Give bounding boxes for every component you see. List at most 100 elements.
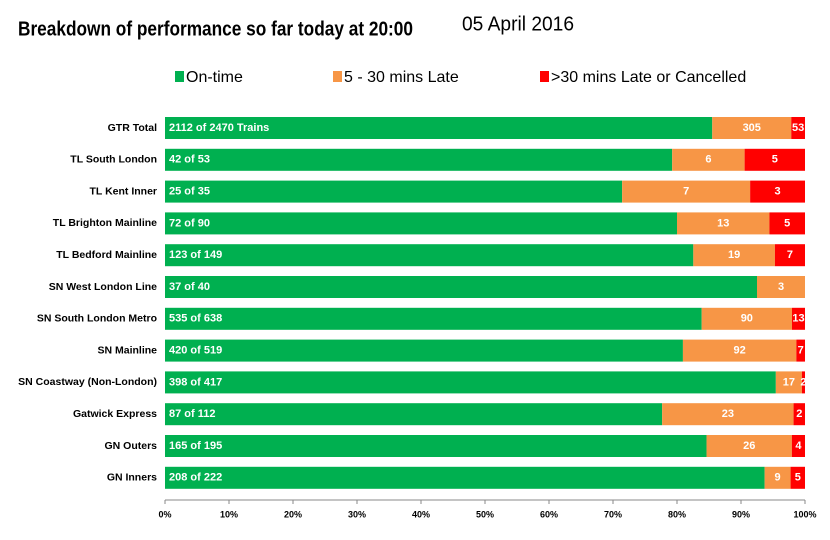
value-label: 6 [705, 154, 711, 166]
value-label: 3 [778, 281, 784, 293]
category-label: SN Coastway (Non-London) [18, 376, 157, 388]
legend-swatch [540, 71, 549, 82]
value-label: 2 [796, 408, 802, 420]
bar-segment [165, 339, 683, 362]
value-label: 5 [795, 472, 801, 484]
value-label: 4 [795, 440, 802, 452]
category-label: SN Mainline [97, 344, 157, 356]
bar-segment [165, 180, 623, 203]
bar-segment [622, 180, 751, 203]
value-label: 37 of 40 [169, 281, 210, 293]
bar-segment [791, 117, 805, 139]
bar-segment [165, 435, 707, 457]
value-label: 123 of 149 [169, 249, 222, 261]
bar-segment [791, 307, 805, 330]
bar-segment [796, 339, 805, 362]
category-label: GN Inners [107, 472, 157, 484]
x-tick-label: 80% [668, 509, 686, 519]
category-label: GTR Total [108, 122, 157, 134]
legend-label: 5 - 30 mins Late [344, 69, 459, 86]
x-tick-label: 70% [604, 509, 622, 519]
value-label: 90 [741, 313, 753, 325]
category-label: TL Kent Inner [90, 185, 157, 197]
bar-segment [750, 180, 805, 203]
bar-segment [165, 148, 673, 171]
value-label: 13 [717, 217, 729, 229]
category-label: SN West London Line [49, 281, 157, 293]
bar-segment [801, 371, 805, 394]
bar-segment [165, 276, 757, 298]
value-label: 26 [743, 440, 755, 452]
value-label: 7 [787, 249, 793, 261]
value-label: 2 [800, 376, 806, 388]
category-label: TL Brighton Mainline [53, 217, 157, 229]
legend-swatch [333, 71, 342, 82]
x-tick-label: 20% [284, 509, 302, 519]
x-tick-label: 100% [793, 509, 816, 519]
bar-segment [744, 148, 805, 171]
category-label: TL South London [70, 154, 157, 166]
value-label: 5 [772, 154, 778, 166]
x-tick-label: 30% [348, 509, 366, 519]
bar-segment [791, 435, 805, 457]
legend-label: On-time [186, 69, 243, 86]
value-label: 87 of 112 [169, 408, 215, 420]
bar-segment [165, 403, 663, 426]
bar-segment [757, 276, 805, 298]
x-tick-label: 40% [412, 509, 430, 519]
bar-segment [672, 148, 745, 171]
bar-segment [790, 466, 805, 489]
category-label: TL Bedford Mainline [56, 249, 157, 261]
bar-segment [712, 117, 792, 139]
x-tick-label: 50% [476, 509, 494, 519]
bar-segment [165, 307, 702, 330]
legend-label: >30 mins Late or Cancelled [551, 69, 746, 86]
chart-title: Breakdown of performance so far today at… [18, 18, 413, 40]
value-label: 9 [775, 472, 781, 484]
category-label: SN South London Metro [37, 313, 157, 325]
value-label: 23 [722, 408, 734, 420]
bar-segment [774, 244, 805, 267]
category-label: GN Outers [104, 440, 157, 452]
value-label: 2112 of 2470 Trains [169, 122, 269, 134]
value-label: 92 [734, 345, 746, 357]
legend-swatch [175, 71, 184, 82]
value-label: 535 of 638 [169, 313, 222, 325]
value-label: 398 of 417 [169, 376, 222, 388]
bar-segment [769, 212, 805, 235]
bar-segment [165, 117, 713, 139]
x-tick-label: 0% [158, 509, 171, 519]
x-tick-label: 10% [220, 509, 238, 519]
bar-segment [677, 212, 770, 235]
bar-segment [165, 371, 776, 394]
value-label: 5 [784, 217, 790, 229]
value-label: 42 of 53 [169, 154, 210, 166]
bar-segment [165, 212, 677, 235]
bar-segment [165, 244, 694, 267]
bar-segment [793, 403, 805, 426]
value-label: 420 of 519 [169, 345, 222, 357]
bar-segment [701, 307, 792, 330]
value-label: 72 of 90 [169, 217, 210, 229]
bar-segment [706, 435, 792, 457]
bar-segment [775, 371, 802, 394]
value-label: 19 [728, 249, 740, 261]
value-label: 7 [683, 186, 689, 198]
value-label: 25 of 35 [169, 186, 210, 198]
bar-segment [662, 403, 794, 426]
value-label: 165 of 195 [169, 440, 222, 452]
value-label: 208 of 222 [169, 472, 222, 484]
x-tick-label: 60% [540, 509, 558, 519]
category-label: Gatwick Express [73, 408, 157, 420]
chart-date: 05 April 2016 [462, 13, 574, 35]
bar-segment [682, 339, 797, 362]
bar-segment [764, 466, 791, 489]
bar-segment [165, 466, 765, 489]
value-label: 17 [783, 376, 795, 388]
x-tick-label: 90% [732, 509, 750, 519]
value-label: 3 [775, 186, 781, 198]
value-label: 53 [792, 122, 804, 134]
value-label: 7 [798, 345, 804, 357]
value-label: 305 [743, 122, 761, 134]
